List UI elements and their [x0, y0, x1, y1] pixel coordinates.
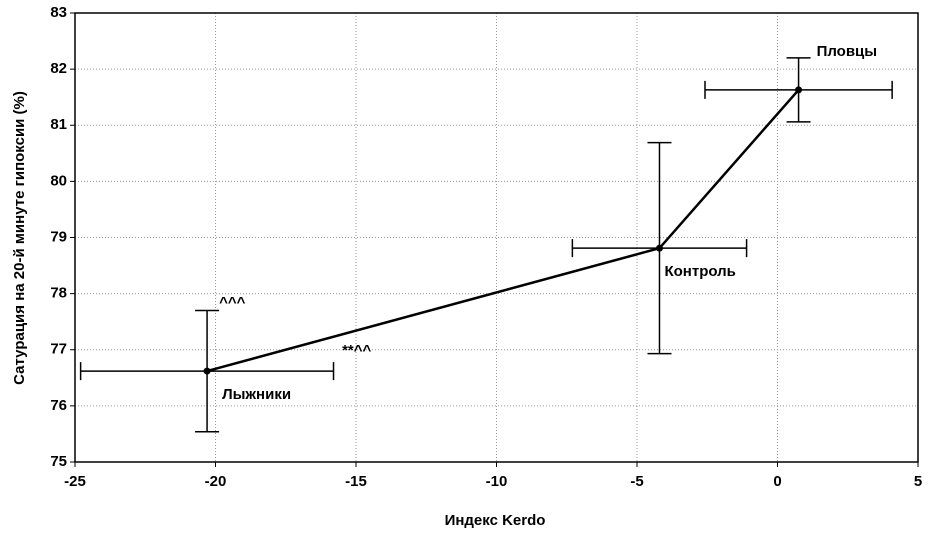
- y-tick-label: 75: [50, 453, 67, 470]
- y-axis-label: Сатурация на 20-й минуте гипоксии (%): [11, 91, 28, 385]
- y-tick-label: 77: [50, 341, 67, 358]
- series-line: [206, 89, 800, 373]
- y-tick-label: 79: [50, 228, 67, 245]
- x-tick-label: 0: [773, 473, 781, 490]
- x-axis-label: Индекс Kerdo: [445, 512, 546, 529]
- x-tick-label: -25: [64, 473, 86, 490]
- x-tick-label: -5: [630, 473, 643, 490]
- point-label: Лыжники: [222, 386, 291, 403]
- y-tick-label: 76: [50, 397, 67, 414]
- y-tick-label: 78: [50, 285, 67, 302]
- point: [655, 244, 663, 252]
- x-tick-label: -20: [205, 473, 227, 490]
- y-tick-label: 82: [50, 60, 67, 77]
- point: [203, 367, 211, 375]
- y-tick-label: 80: [50, 172, 67, 189]
- annotation: ^^^: [219, 294, 246, 311]
- x-tick-label: -10: [486, 473, 508, 490]
- point-label: Пловцы: [817, 43, 878, 60]
- point: [795, 86, 803, 94]
- annotation: **^^: [342, 342, 371, 359]
- y-tick-label: 83: [50, 4, 67, 21]
- point-label: Контроль: [664, 263, 735, 280]
- plot-frame: [74, 12, 919, 463]
- x-tick-label: -15: [345, 473, 367, 490]
- y-tick-label: 81: [50, 116, 67, 133]
- x-tick-label: 5: [914, 473, 922, 490]
